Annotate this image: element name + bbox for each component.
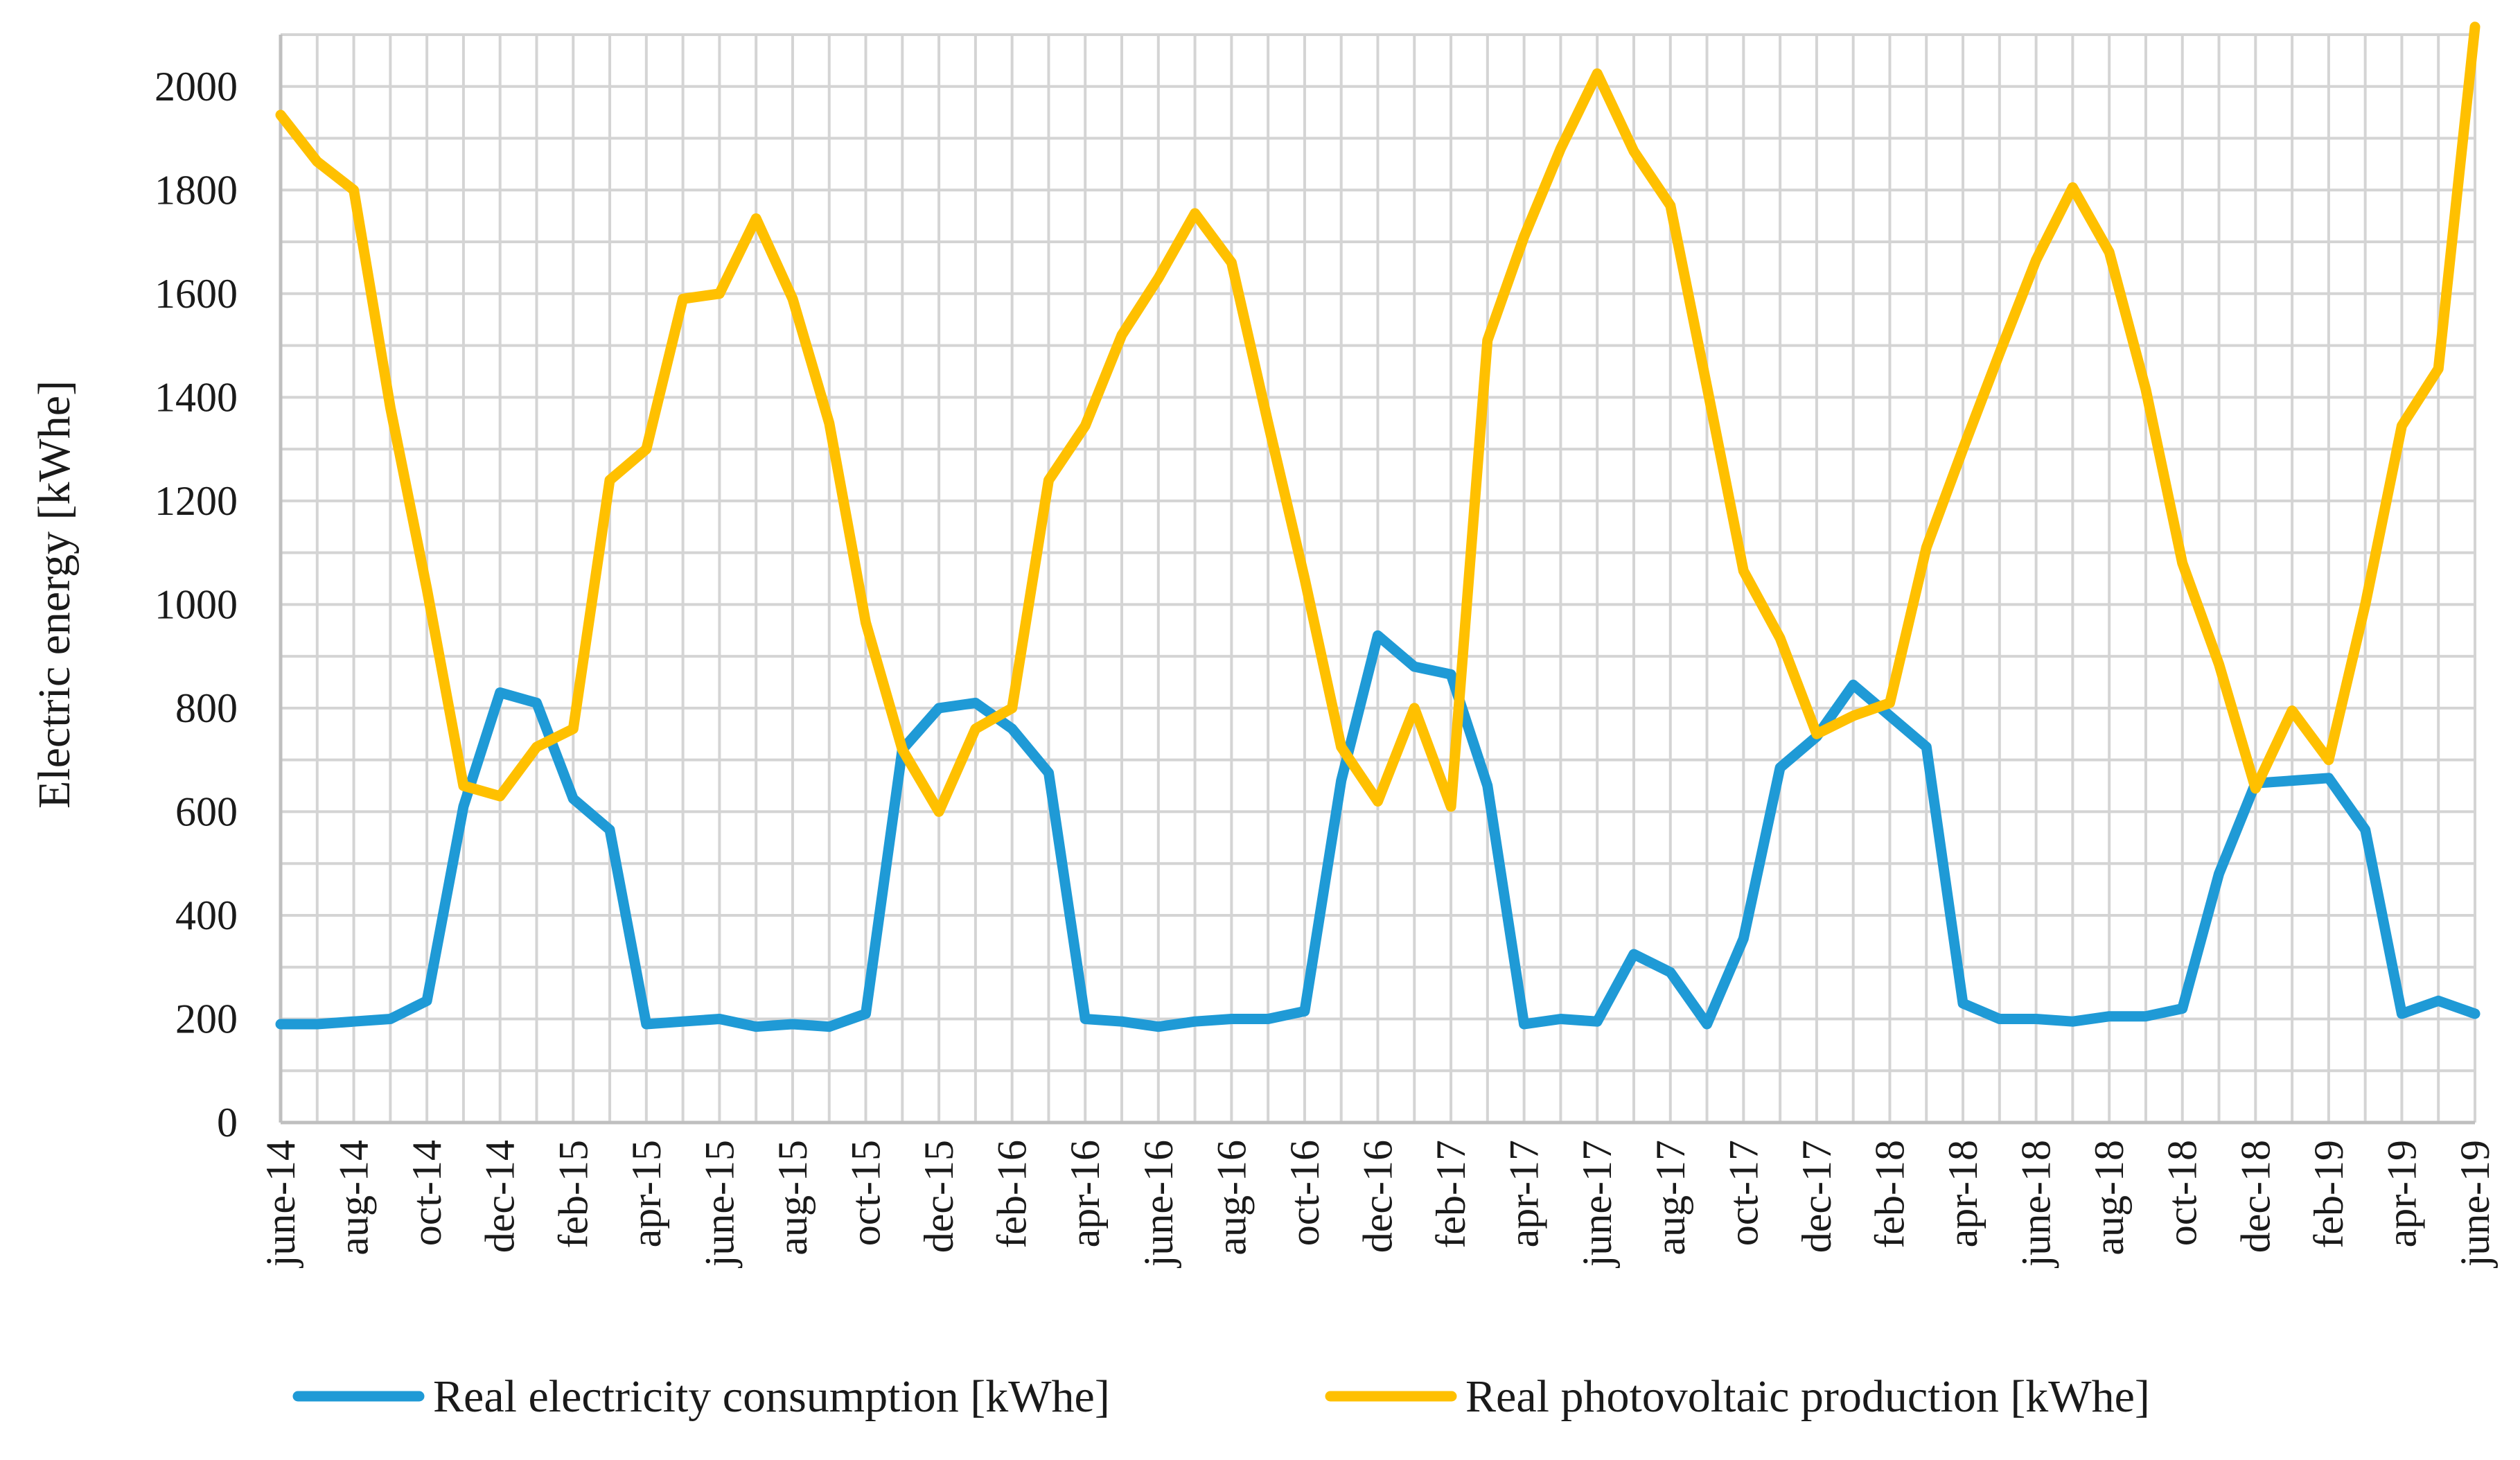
y-tick-labels: 0 200 400 600 800 1000 1200 1400 1600 1800 2000 xyxy=(155,64,238,1145)
legend-label-photovoltaic: Real photovoltaic production [kWhe] xyxy=(1465,1371,2150,1422)
x-tick-label: apr-16 xyxy=(1062,1140,1108,1247)
x-tick-label: june-19 xyxy=(2452,1140,2498,1268)
x-tick-label: feb-17 xyxy=(1428,1140,1474,1249)
x-tick-label: oct-16 xyxy=(1282,1140,1328,1246)
x-tick-label: aug-16 xyxy=(1208,1140,1254,1256)
x-tick-label: aug-17 xyxy=(1648,1140,1693,1256)
x-tick-label: feb-19 xyxy=(2306,1140,2352,1249)
x-tick-label: dec-18 xyxy=(2232,1140,2278,1253)
y-tick-label: 2000 xyxy=(155,64,238,109)
y-tick-label: 200 xyxy=(175,996,238,1041)
y-tick-label: 1400 xyxy=(155,374,238,420)
x-tick-label: aug-14 xyxy=(331,1140,377,1256)
y-tick-label: 0 xyxy=(217,1100,238,1145)
gridlines xyxy=(279,33,2476,1124)
x-tick-label: dec-17 xyxy=(1794,1140,1840,1253)
x-tick-label: oct-14 xyxy=(404,1140,450,1246)
x-tick-label: oct-15 xyxy=(843,1140,889,1246)
x-tick-label: june-17 xyxy=(1574,1140,1620,1268)
legend-label-consumption: Real electricity consumption [kWhe] xyxy=(433,1371,1110,1422)
x-tick-label: feb-18 xyxy=(1867,1140,1912,1249)
y-tick-label: 1000 xyxy=(155,581,238,627)
y-tick-label: 1800 xyxy=(155,167,238,213)
series-line-consumption xyxy=(275,630,2481,1032)
y-tick-label: 1600 xyxy=(155,271,238,317)
x-tick-labels: june-14 aug-14 oct-14 dec-14 feb-15 apr-15 jun… xyxy=(258,1140,2498,1268)
x-tick-label: dec-15 xyxy=(916,1140,962,1253)
x-tick-label: aug-18 xyxy=(2086,1140,2132,1256)
x-tick-label: dec-16 xyxy=(1355,1140,1401,1253)
x-tick-label: dec-14 xyxy=(477,1140,523,1253)
x-tick-label: oct-18 xyxy=(2160,1140,2205,1246)
y-tick-label: 400 xyxy=(175,892,238,938)
x-tick-label: apr-17 xyxy=(1501,1140,1547,1247)
x-tick-label: feb-16 xyxy=(989,1140,1035,1249)
x-tick-label: oct-17 xyxy=(1720,1140,1766,1246)
y-tick-label: 1200 xyxy=(155,478,238,524)
x-tick-label: june-15 xyxy=(696,1140,742,1268)
y-tick-label: 800 xyxy=(175,685,238,731)
x-tick-label: apr-15 xyxy=(624,1140,669,1247)
x-tick-label: aug-15 xyxy=(770,1140,816,1256)
series-line-photovoltaic xyxy=(275,21,2481,817)
x-tick-label: apr-18 xyxy=(1940,1140,1986,1247)
y-tick-label: 600 xyxy=(175,789,238,834)
x-tick-label: june-16 xyxy=(1136,1140,1181,1268)
x-tick-label: apr-19 xyxy=(2379,1140,2424,1247)
legend: Real electricity consumption [kWhe] Real … xyxy=(292,1371,2150,1422)
y-axis-label: Electric energy [kWhe] xyxy=(29,380,80,809)
x-tick-label: june-14 xyxy=(258,1140,303,1268)
series-lines xyxy=(275,21,2481,1032)
x-tick-label: june-18 xyxy=(2014,1140,2059,1268)
x-tick-label: feb-15 xyxy=(550,1140,596,1249)
axes xyxy=(279,35,2475,1125)
